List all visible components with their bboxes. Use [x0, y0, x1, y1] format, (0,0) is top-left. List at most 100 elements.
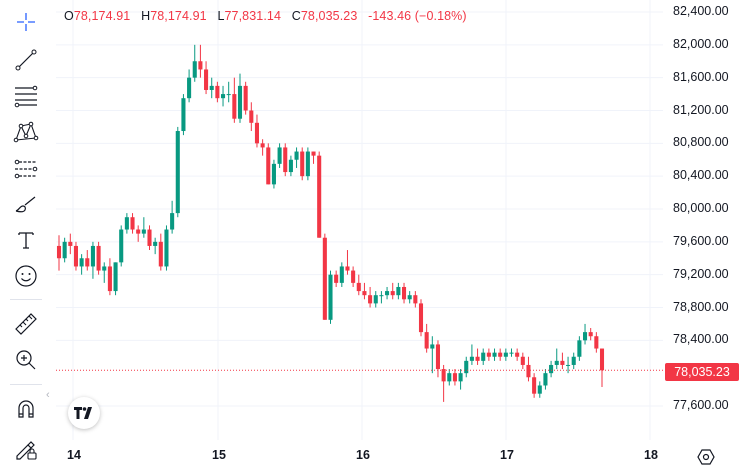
- brush-icon[interactable]: [8, 189, 44, 221]
- candle-body: [577, 340, 582, 357]
- candle-body: [187, 77, 192, 99]
- candle-body: [351, 270, 356, 283]
- candle-body: [277, 147, 282, 164]
- candle-body: [113, 262, 118, 292]
- chart-canvas[interactable]: [56, 0, 663, 440]
- candle-body: [79, 258, 84, 267]
- candle-body: [124, 217, 129, 230]
- candle-body: [153, 241, 158, 246]
- candle-body: [192, 61, 197, 78]
- candle-body: [249, 110, 254, 123]
- candle-body: [475, 356, 480, 361]
- price-tick-label: 79,600.00: [673, 233, 729, 248]
- candle-body: [435, 344, 441, 370]
- candle-body: [532, 377, 537, 394]
- emoji-icon[interactable]: [8, 260, 44, 292]
- time-tick-label: 18: [644, 448, 658, 462]
- settings-gear-icon[interactable]: [697, 448, 715, 466]
- candle-body: [107, 266, 112, 292]
- candle-body: [447, 373, 452, 382]
- candle-body: [418, 303, 424, 333]
- candle-body: [266, 147, 271, 185]
- close-value: 78,035.23: [300, 9, 358, 23]
- fib-retracement-icon[interactable]: [8, 80, 44, 112]
- candle-body: [243, 85, 248, 111]
- toolbar-divider: [10, 384, 42, 385]
- price-tick-label: 82,000.00: [673, 36, 729, 51]
- price-tick-label: 78,800.00: [673, 299, 729, 314]
- drawing-toolbar: [0, 0, 52, 470]
- candle-body: [56, 245, 62, 259]
- prediction-icon[interactable]: [8, 153, 44, 185]
- candle-body: [288, 159, 293, 173]
- candle-body: [283, 147, 288, 173]
- open-label: O: [64, 9, 74, 23]
- candle-body: [328, 274, 333, 320]
- candle-body: [294, 151, 299, 160]
- candle-body: [209, 85, 214, 90]
- candle-body: [237, 85, 243, 119]
- candle-body: [85, 258, 90, 267]
- time-tick-label: 17: [500, 448, 514, 462]
- price-tick-label: 80,000.00: [673, 201, 729, 215]
- candle-body: [560, 360, 565, 365]
- candle-body: [62, 241, 67, 259]
- tradingview-logo[interactable]: [68, 397, 100, 429]
- crosshair-icon[interactable]: [8, 6, 44, 38]
- high-label: H: [141, 9, 151, 23]
- candle-body: [317, 155, 322, 238]
- candle-body: [430, 344, 435, 349]
- low-label: L: [217, 9, 225, 23]
- candle-body: [204, 69, 209, 90]
- candle-body: [260, 143, 265, 148]
- price-axis[interactable]: 82,400.00 82,000.00 81,600.00 81,200.00 80,8…: [663, 0, 745, 440]
- chart-grid: [56, 0, 663, 440]
- text-icon[interactable]: [8, 224, 44, 256]
- candle-body: [334, 274, 339, 283]
- candle-body: [164, 229, 169, 267]
- toolbar-divider: [10, 299, 42, 300]
- candle-body: [300, 151, 305, 177]
- candle-body: [424, 332, 429, 349]
- candle-body: [198, 61, 203, 70]
- price-tick-label: 79,200.00: [673, 266, 729, 281]
- price-tick-label: 82,400.00: [673, 4, 729, 18]
- candle-body: [232, 94, 237, 119]
- close-label: C: [291, 9, 301, 23]
- magnet-icon[interactable]: [8, 393, 44, 425]
- candles-layer: [56, 44, 605, 402]
- candle-body: [90, 245, 95, 267]
- candle-body: [537, 385, 542, 394]
- candle-body: [362, 291, 367, 296]
- candle-body: [469, 356, 474, 361]
- ohlc-legend: O78,174.91 H78,174.91 L77,831.14 C78,035…: [64, 9, 467, 23]
- candle-body: [215, 85, 220, 99]
- zoom-in-icon[interactable]: [8, 344, 44, 376]
- candle-body: [554, 360, 559, 365]
- price-tick-label: 80,400.00: [673, 168, 729, 183]
- candle-body: [373, 295, 378, 304]
- candle-body: [515, 352, 520, 357]
- candle-body: [492, 352, 497, 357]
- candle-body: [322, 237, 327, 320]
- candle-body: [385, 291, 390, 296]
- candle-body: [226, 94, 231, 96]
- candle-body: [68, 241, 73, 246]
- ruler-icon[interactable]: [8, 308, 44, 340]
- price-tick-label: 81,600.00: [673, 69, 729, 84]
- trend-line-icon[interactable]: [8, 44, 44, 76]
- pattern-icon[interactable]: [8, 116, 44, 148]
- candle-body: [481, 352, 486, 361]
- collapse-toolbar-chevron-icon[interactable]: ‹: [46, 389, 50, 401]
- lock-drawing-icon[interactable]: [8, 432, 44, 464]
- open-value: 78,174.91: [73, 9, 131, 23]
- candle-body: [594, 336, 599, 349]
- change-value: -143.46 (−0.18%): [368, 9, 467, 23]
- candle-body: [254, 122, 260, 144]
- candle-body: [526, 364, 531, 378]
- candle-body: [599, 348, 605, 371]
- candle-body: [368, 295, 373, 304]
- candle-body: [345, 266, 350, 271]
- time-tick-label: 16: [356, 448, 370, 462]
- time-axis[interactable]: 14 15 16 17 18: [56, 440, 663, 470]
